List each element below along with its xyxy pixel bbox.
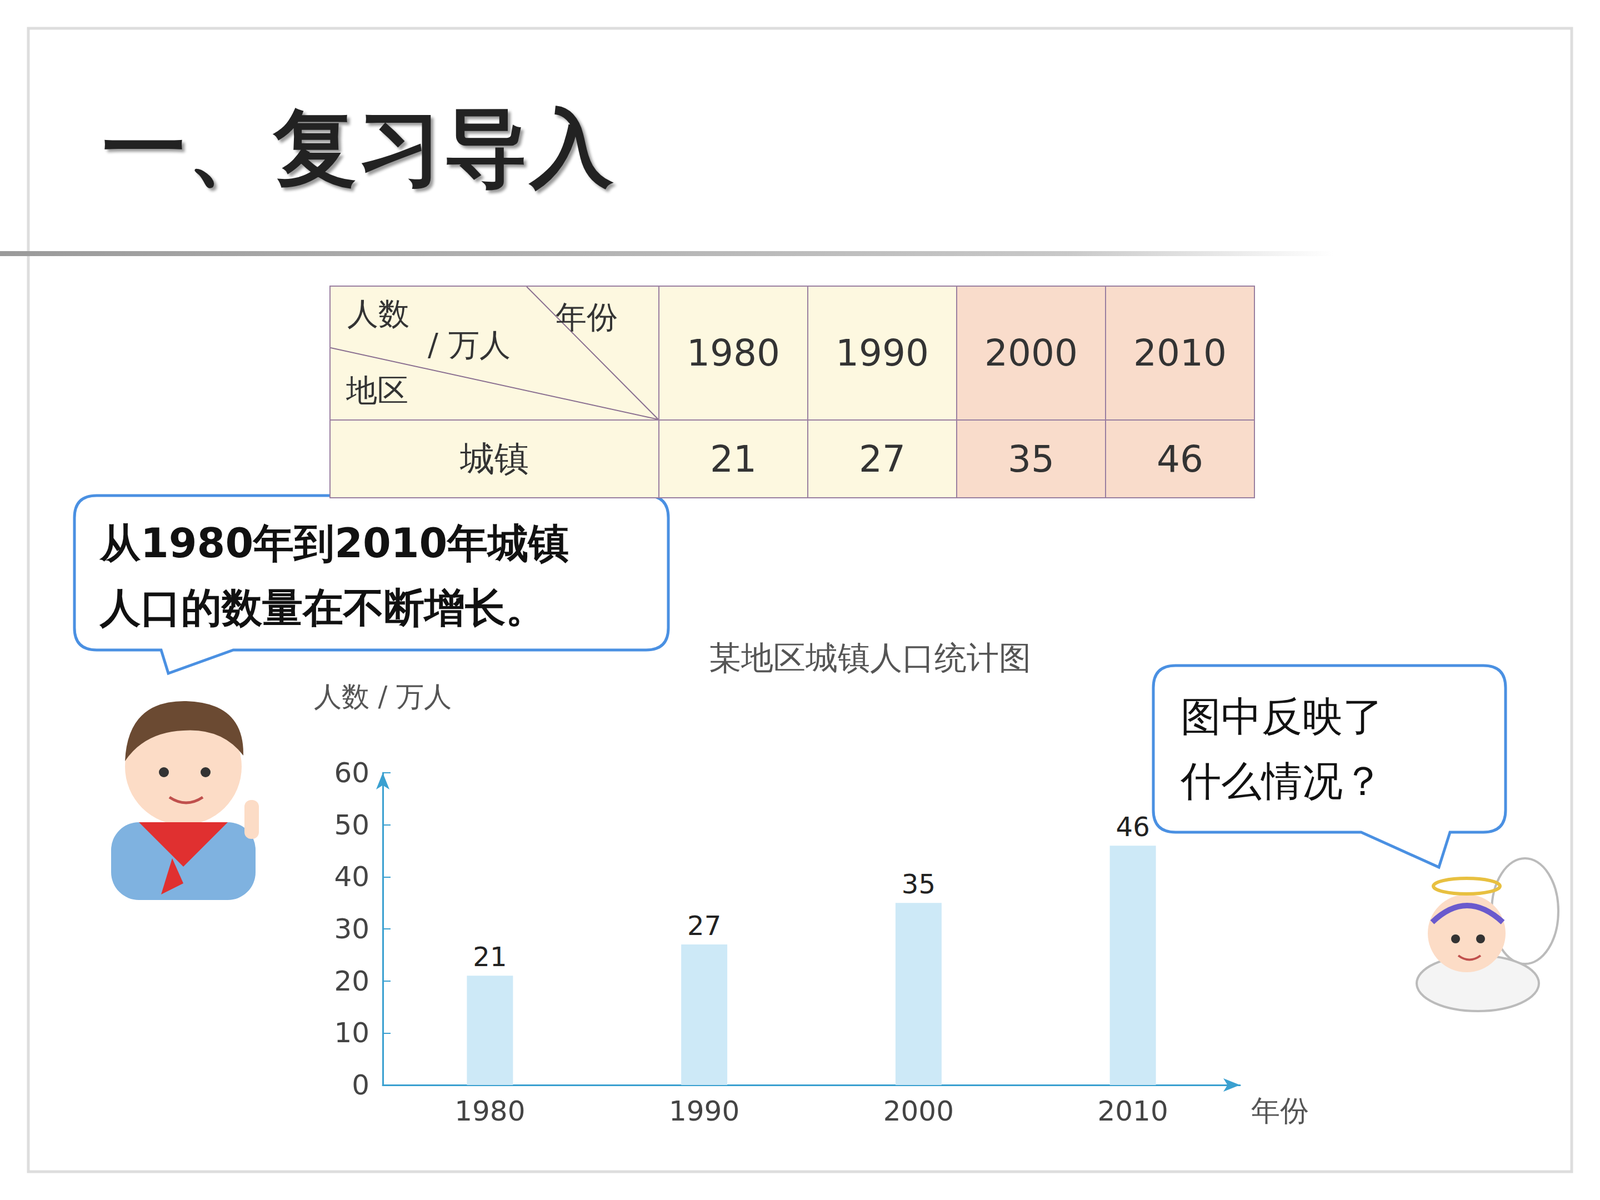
- svg-text:人数 / 万人: 人数 / 万人: [313, 680, 453, 713]
- svg-text:年份: 年份: [1251, 1093, 1309, 1128]
- svg-text:某地区城镇人口统计图: 某地区城镇人口统计图: [708, 638, 1032, 677]
- html-text:什么情况？: 什么情况？: [1180, 757, 1384, 805]
- svg-text:21: 21: [472, 941, 507, 973]
- svg-text:40: 40: [333, 860, 370, 893]
- html-text:27: 27: [858, 437, 906, 481]
- svg-text:50: 50: [333, 808, 370, 842]
- svg-text:2010: 2010: [1097, 1095, 1169, 1128]
- html-text:年份: 年份: [555, 298, 618, 335]
- html-text:46: 46: [1156, 437, 1204, 481]
- html-text:1990: 1990: [835, 331, 929, 375]
- svg-text:1980: 1980: [454, 1095, 525, 1128]
- html-text:图中反映了: 图中反映了: [1180, 692, 1384, 740]
- svg-text:27: 27: [687, 910, 722, 942]
- html-text:地区: 地区: [346, 372, 409, 409]
- html-text:人数: 人数: [347, 295, 410, 332]
- html-text:人口的数量在不断增长。: 人口的数量在不断增长。: [100, 583, 547, 632]
- svg-text:20: 20: [333, 965, 370, 998]
- svg-text:1990: 1990: [668, 1095, 740, 1128]
- html-text:35: 35: [1007, 437, 1055, 481]
- svg-text:35: 35: [901, 868, 936, 900]
- svg-text:46: 46: [1116, 811, 1150, 843]
- html-text:1980: 1980: [686, 331, 780, 375]
- html-text:/ 万人: / 万人: [427, 326, 511, 363]
- html-text:2010: 2010: [1133, 331, 1227, 375]
- html-text:从1980年到2010年城镇: 从1980年到2010年城镇: [100, 519, 570, 567]
- svg-text:60: 60: [333, 756, 370, 789]
- svg-text:10: 10: [333, 1016, 370, 1049]
- html-text:城镇: 城镇: [460, 438, 529, 479]
- html-text:一、复习导入: 一、复习导入: [102, 98, 616, 197]
- svg-text:30: 30: [333, 912, 370, 945]
- html-text:21: 21: [710, 437, 757, 481]
- svg-text:2000: 2000: [883, 1095, 954, 1128]
- svg-text:0: 0: [351, 1068, 370, 1102]
- html-text:2000: 2000: [984, 331, 1078, 375]
